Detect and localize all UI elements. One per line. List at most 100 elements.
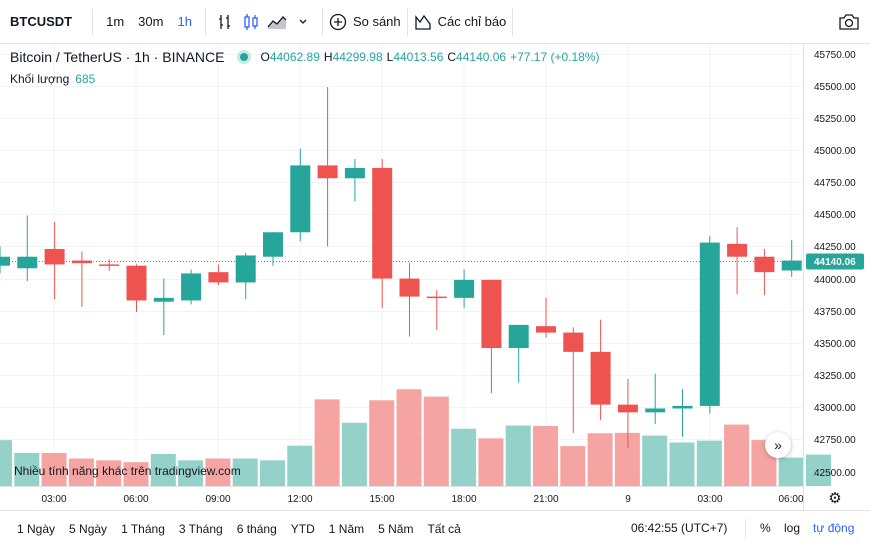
volume-bar: [150, 453, 176, 486]
last-price-label: 44140.06: [806, 253, 864, 270]
volume-bar: [232, 458, 258, 486]
candle-body: [263, 232, 283, 257]
volume-bar: [642, 435, 668, 486]
chart-legend: Bitcoin / TetherUS · 1h · BINANCE O 44062…: [10, 48, 604, 88]
indicators-icon: [414, 13, 432, 31]
price-tick-label: 43250.00: [814, 371, 856, 382]
time-tick-label: 06:00: [778, 494, 803, 505]
time-tick-label: 03:00: [41, 494, 66, 505]
change-value: +77.17 (+0.18%): [510, 50, 600, 64]
price-tick-label: 44000.00: [814, 275, 856, 286]
time-tick-label: 03:00: [697, 494, 722, 505]
candle-body: [126, 265, 147, 301]
price-tick-label: 45500.00: [814, 82, 856, 93]
tradingview-promo-link[interactable]: Nhiều tính năng khác trên tradingview.co…: [14, 464, 241, 478]
candle-body: [344, 167, 365, 179]
candle-body: [781, 260, 802, 271]
bottom-divider: [745, 519, 746, 539]
volume-bar: [260, 460, 285, 486]
plus-circle-icon: [329, 13, 347, 31]
volume-bar: [669, 442, 695, 486]
volume-bar: [778, 457, 804, 486]
range-1-year[interactable]: 1 Năm: [328, 521, 365, 536]
candle-body: [617, 404, 638, 413]
price-tick-label: 43500.00: [814, 339, 856, 350]
range-3-months[interactable]: 3 Tháng: [178, 521, 223, 536]
candle-body: [181, 273, 202, 301]
range-ytd[interactable]: YTD: [290, 521, 315, 536]
price-chart[interactable]: 45750.00 45500.00 45250.00 45000.00 44750.00…: [0, 44, 870, 510]
camera-icon[interactable]: [838, 10, 860, 34]
range-5-days[interactable]: 5 Ngày: [69, 521, 108, 536]
volume-bar: [806, 454, 831, 486]
price-tick-label: 45250.00: [814, 114, 856, 125]
settings-gear-icon[interactable]: ⚙: [828, 490, 842, 507]
volume-bar: [287, 445, 313, 486]
indicators-button[interactable]: Các chỉ báo: [414, 0, 507, 44]
price-tick-label: 45000.00: [814, 146, 856, 157]
volume-bar: [341, 422, 367, 486]
volume-bar: [478, 438, 504, 486]
interval-1h[interactable]: 1h: [177, 14, 192, 29]
time-tick-label: 18:00: [451, 494, 476, 505]
symbol-title[interactable]: Bitcoin / TetherUS · 1h · BINANCE: [10, 49, 225, 65]
high-value: 44299.98: [332, 50, 383, 64]
candle-body: [563, 332, 584, 352]
auto-scale-toggle[interactable]: tự động: [813, 521, 855, 535]
volume-bar: [696, 440, 722, 486]
volume-bars: [0, 389, 831, 486]
volume-bar: [533, 425, 558, 486]
toolbar-divider: [406, 7, 408, 36]
price-tick-label: 44250.00: [814, 242, 856, 253]
volume-bar: [724, 424, 750, 486]
range-1-month[interactable]: 1 Tháng: [121, 521, 165, 536]
volume-bar: [41, 453, 67, 486]
volume-bar: [587, 433, 613, 486]
low-label: L: [386, 50, 394, 64]
open-value: 44062.89: [269, 50, 320, 64]
range-1-day[interactable]: 1 Ngày: [17, 521, 56, 536]
clock[interactable]: 06:42:55 (UTC+7): [631, 521, 728, 535]
close-label: C: [447, 50, 457, 64]
top-toolbar: BTCUSDT 1m 30m 1h So sánh Các chỉ báo: [0, 0, 870, 44]
time-axis: 03:00 06:00 09:00 12:00 15:00 18:00 21:00 9 03:0…: [41, 494, 803, 505]
indicators-label: Các chỉ báo: [437, 14, 507, 29]
time-tick-label: 21:00: [533, 494, 558, 505]
candle-body: [590, 351, 611, 405]
candle-body: [454, 279, 475, 298]
price-tick-label: 42750.00: [814, 435, 856, 446]
volume-label[interactable]: Khối lượng: [10, 72, 70, 86]
volume-bar: [451, 428, 477, 486]
percent-scale-toggle[interactable]: %: [760, 521, 771, 535]
compare-button[interactable]: So sánh: [329, 0, 401, 44]
log-scale-toggle[interactable]: log: [784, 521, 801, 535]
interval-30m[interactable]: 30m: [138, 14, 164, 29]
candles: [0, 86, 802, 449]
volume-value: 685: [75, 72, 96, 86]
volume-bar: [96, 460, 122, 486]
candles-icon[interactable]: [238, 0, 264, 44]
double-chevron-right-icon: »: [774, 437, 782, 453]
candle-body: [0, 256, 10, 266]
close-value: 44140.06: [456, 50, 507, 64]
volume-bar: [314, 399, 340, 486]
area-icon[interactable]: [264, 0, 290, 44]
volume-bar: [68, 458, 94, 486]
bar-type-icon[interactable]: [212, 0, 238, 44]
range-all[interactable]: Tất cả: [427, 521, 461, 536]
candle-body: [754, 256, 775, 273]
candle-body: [645, 408, 666, 413]
candle-body: [508, 324, 529, 349]
range-5-years[interactable]: 5 Năm: [378, 521, 414, 536]
chevron-down-icon[interactable]: [290, 0, 316, 44]
interval-1m[interactable]: 1m: [106, 14, 125, 29]
range-6-months[interactable]: 6 tháng: [236, 521, 277, 536]
candle-body: [235, 255, 256, 283]
candle-body: [536, 326, 556, 333]
open-label: O: [260, 50, 270, 64]
symbol-button[interactable]: BTCUSDT: [10, 14, 73, 29]
scroll-to-realtime-button[interactable]: »: [765, 432, 791, 458]
candle-body: [153, 297, 174, 302]
price-tick-label: 43750.00: [814, 307, 856, 318]
candle-body: [99, 264, 120, 266]
